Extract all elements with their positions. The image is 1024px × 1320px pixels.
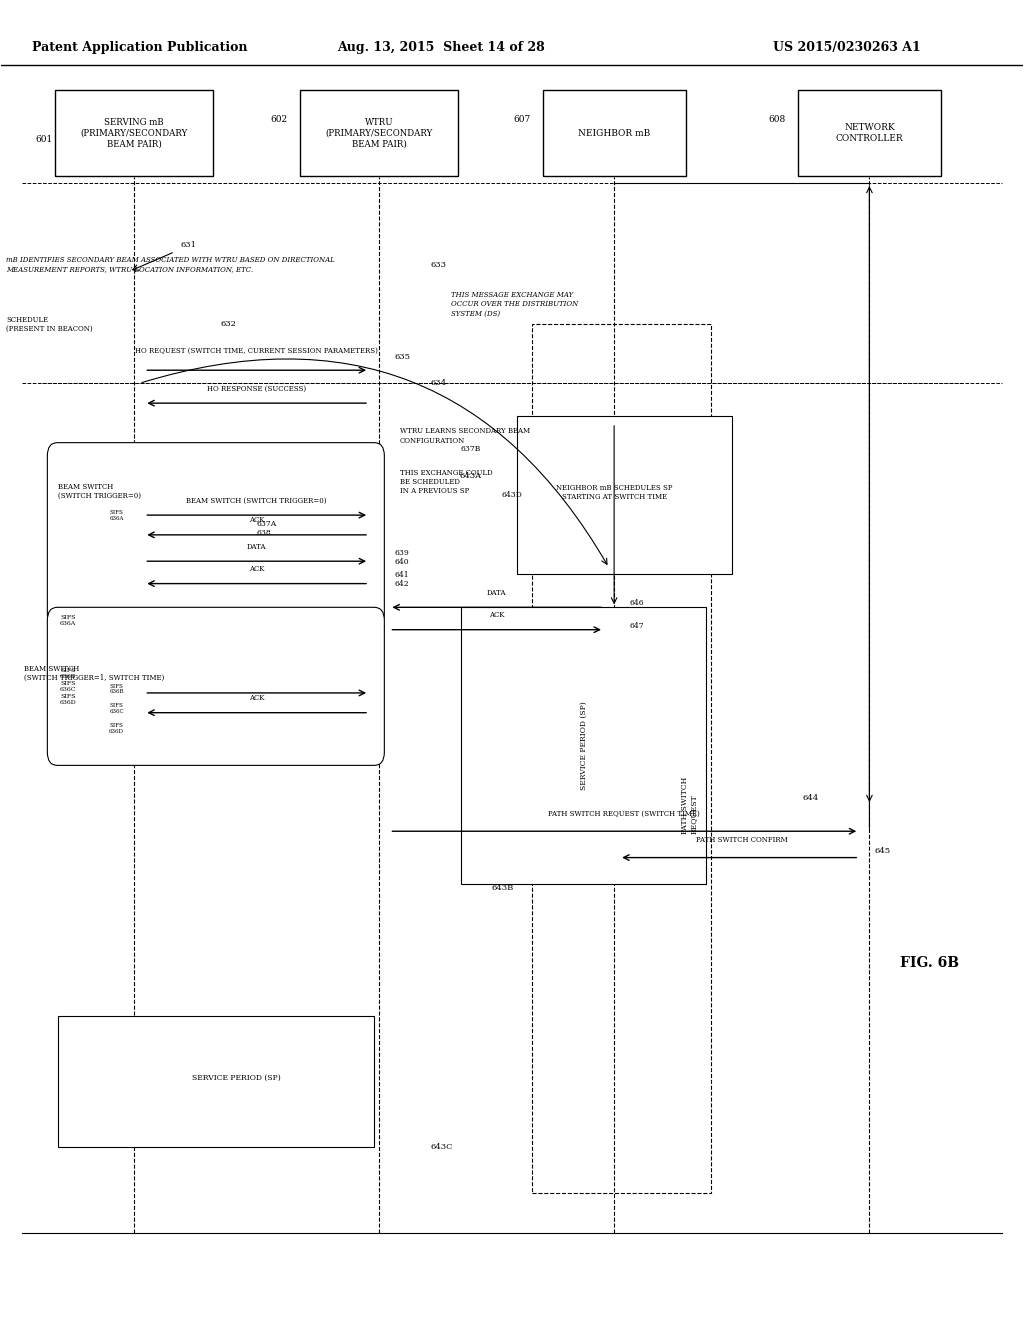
Text: 643C: 643C bbox=[430, 1143, 453, 1151]
Text: WTRU LEARNS SECONDARY BEAM
CONFIGURATION: WTRU LEARNS SECONDARY BEAM CONFIGURATION bbox=[399, 428, 529, 445]
Text: SIFS
636A: SIFS 636A bbox=[110, 510, 124, 520]
Text: 643B: 643B bbox=[492, 884, 514, 892]
Text: THIS EXCHANGE COULD
BE SCHEDULED
IN A PREVIOUS SP: THIS EXCHANGE COULD BE SCHEDULED IN A PR… bbox=[399, 469, 493, 495]
Text: SERVING mB
(PRIMARY/SECONDARY
BEAM PAIR): SERVING mB (PRIMARY/SECONDARY BEAM PAIR) bbox=[81, 117, 187, 149]
Text: SIFS
636C: SIFS 636C bbox=[59, 681, 76, 692]
Text: 602: 602 bbox=[270, 115, 288, 124]
FancyBboxPatch shape bbox=[543, 90, 686, 176]
Text: 601: 601 bbox=[35, 135, 52, 144]
Text: ACK: ACK bbox=[249, 565, 264, 573]
Text: 646: 646 bbox=[630, 599, 644, 607]
Text: 647: 647 bbox=[630, 622, 644, 630]
FancyBboxPatch shape bbox=[47, 442, 384, 627]
Text: NETWORK
CONTROLLER: NETWORK CONTROLLER bbox=[836, 123, 903, 143]
Text: 643D: 643D bbox=[502, 491, 522, 499]
Text: 635: 635 bbox=[394, 352, 411, 362]
Text: 643A: 643A bbox=[459, 471, 481, 479]
Text: 632: 632 bbox=[221, 321, 237, 329]
Text: SIFS
636B: SIFS 636B bbox=[110, 684, 124, 694]
Text: PATH SWITCH
REQUEST: PATH SWITCH REQUEST bbox=[681, 776, 697, 833]
Text: 637B: 637B bbox=[461, 445, 481, 453]
Text: PATH SWITCH REQUEST (SWITCH TIME): PATH SWITCH REQUEST (SWITCH TIME) bbox=[549, 810, 700, 818]
Text: 644: 644 bbox=[802, 795, 818, 803]
FancyBboxPatch shape bbox=[55, 90, 213, 176]
Text: ACK: ACK bbox=[488, 611, 505, 619]
Text: 637A
638: 637A 638 bbox=[257, 520, 276, 537]
Text: BEAM SWITCH (SWITCH TRIGGER=0): BEAM SWITCH (SWITCH TRIGGER=0) bbox=[186, 496, 327, 504]
Text: WTRU
(PRIMARY/SECONDARY
BEAM PAIR): WTRU (PRIMARY/SECONDARY BEAM PAIR) bbox=[326, 117, 433, 149]
Text: NEIGHBOR mB: NEIGHBOR mB bbox=[578, 128, 650, 137]
Text: 641
642: 641 642 bbox=[394, 572, 410, 589]
Text: DATA: DATA bbox=[487, 589, 507, 597]
Text: Patent Application Publication: Patent Application Publication bbox=[32, 41, 248, 54]
Text: SIFS
636D: SIFS 636D bbox=[59, 694, 76, 705]
Text: BEAM SWITCH
(SWITCH TRIGGER=1, SWITCH TIME): BEAM SWITCH (SWITCH TRIGGER=1, SWITCH TI… bbox=[24, 664, 164, 681]
Text: THIS MESSAGE EXCHANGE MAY
OCCUR OVER THE DISTRIBUTION
SYSTEM (DS): THIS MESSAGE EXCHANGE MAY OCCUR OVER THE… bbox=[451, 292, 578, 318]
FancyBboxPatch shape bbox=[517, 416, 731, 574]
Text: HO REQUEST (SWITCH TIME, CURRENT SESSION PARAMETERS): HO REQUEST (SWITCH TIME, CURRENT SESSION… bbox=[135, 346, 378, 354]
Text: US 2015/0230263 A1: US 2015/0230263 A1 bbox=[773, 41, 921, 54]
Text: SIFS
636D: SIFS 636D bbox=[109, 723, 124, 734]
Text: 631: 631 bbox=[180, 242, 197, 249]
Text: 607: 607 bbox=[513, 115, 530, 124]
Text: SCHEDULE
(PRESENT IN BEACON): SCHEDULE (PRESENT IN BEACON) bbox=[6, 315, 93, 333]
FancyBboxPatch shape bbox=[57, 1015, 374, 1147]
Text: SIFS
636A: SIFS 636A bbox=[59, 615, 76, 626]
Text: 634: 634 bbox=[430, 379, 446, 387]
Text: ACK: ACK bbox=[249, 516, 264, 524]
Text: SERVICE PERIOD (SP): SERVICE PERIOD (SP) bbox=[191, 1073, 281, 1081]
Text: HO RESPONSE (SUCCESS): HO RESPONSE (SUCCESS) bbox=[207, 384, 306, 392]
Text: SIFS
636B: SIFS 636B bbox=[59, 668, 76, 678]
Text: BEAM SWITCH
(SWITCH TRIGGER=0): BEAM SWITCH (SWITCH TRIGGER=0) bbox=[57, 483, 140, 500]
Text: ACK: ACK bbox=[249, 694, 264, 702]
FancyBboxPatch shape bbox=[461, 607, 706, 884]
Text: 645: 645 bbox=[874, 847, 891, 855]
Text: mB IDENTIFIES SECONDARY BEAM ASSOCIATED WITH WTRU BASED ON DIRECTIONAL
MEASUREME: mB IDENTIFIES SECONDARY BEAM ASSOCIATED … bbox=[6, 256, 335, 273]
Text: SIFS
636C: SIFS 636C bbox=[110, 704, 124, 714]
FancyBboxPatch shape bbox=[300, 90, 459, 176]
Text: 633: 633 bbox=[430, 261, 446, 269]
Text: FIG. 6B: FIG. 6B bbox=[900, 956, 959, 970]
Text: 639
640: 639 640 bbox=[394, 549, 410, 566]
Text: 608: 608 bbox=[768, 115, 785, 124]
FancyBboxPatch shape bbox=[47, 607, 384, 766]
FancyBboxPatch shape bbox=[798, 90, 941, 176]
Text: NEIGHBOR mB SCHEDULES SP
STARTING AT SWITCH TIME: NEIGHBOR mB SCHEDULES SP STARTING AT SWI… bbox=[556, 484, 673, 502]
Text: DATA: DATA bbox=[247, 543, 266, 550]
Text: Aug. 13, 2015  Sheet 14 of 28: Aug. 13, 2015 Sheet 14 of 28 bbox=[337, 41, 545, 54]
Text: SERVICE PERIOD (SP): SERVICE PERIOD (SP) bbox=[580, 701, 588, 789]
Text: PATH SWITCH CONFIRM: PATH SWITCH CONFIRM bbox=[696, 837, 787, 845]
